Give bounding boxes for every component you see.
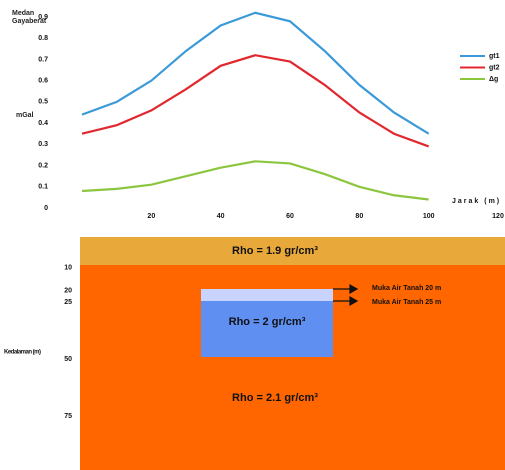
line (82, 55, 429, 146)
x-tick-label: 80 (355, 213, 363, 220)
x-tick-label: 120 (492, 213, 504, 220)
depth-label: Kedalaman (m) (4, 350, 41, 356)
x-tick-label: 20 (147, 213, 155, 220)
y-tick-label: 0.8 (38, 35, 48, 42)
y-tick-label: 0.9 (38, 14, 48, 21)
page: {"chart_data": {"type": "line", "y_title… (0, 0, 505, 470)
y-tick-label: 0.3 (38, 141, 48, 148)
y-tick-label: 0.6 (38, 78, 48, 85)
layer-label: Rho = 1.9 gr/cm³ (232, 245, 318, 257)
y-tick-label: 0.4 (38, 120, 48, 127)
y-tick-label: 0.5 (38, 99, 48, 106)
x-tick-label: 40 (217, 213, 225, 220)
legend-label: gt2 (489, 64, 500, 71)
layer-label: Rho = 2 gr/cm³ (229, 316, 306, 328)
depth-tick-label: 20 (64, 287, 72, 294)
water-label: Muka Air Tanah 20 m (372, 285, 441, 292)
depth-tick-label: 25 (64, 299, 72, 306)
layer-label: Rho = 2.1 gr/cm³ (232, 392, 318, 404)
legend-label: gt1 (489, 53, 500, 60)
depth-tick-label: 75 (64, 413, 72, 420)
x-axis-label: Jarak (m) (452, 198, 501, 205)
y-tick-label: 0.2 (38, 162, 48, 169)
legend-label: Δg (489, 76, 498, 83)
line (82, 161, 429, 199)
line (82, 13, 429, 134)
x-tick-label: 60 (286, 213, 294, 220)
depth-tick-label: 10 (64, 265, 72, 272)
water-label: Muka Air Tanah 25 m (372, 299, 441, 306)
y-tick-label: 0.7 (38, 56, 48, 63)
chart: Jarak (m) Rho = 1.9 gr/cm³ Rho = 2 gr/cm… (0, 0, 505, 470)
box-layer (201, 301, 333, 357)
y-tick-label: 0 (44, 205, 48, 212)
x-tick-label: 100 (423, 213, 435, 220)
water-zone (201, 289, 333, 301)
y-tick-label: 0.1 (38, 184, 48, 191)
depth-tick-label: 50 (64, 356, 72, 363)
